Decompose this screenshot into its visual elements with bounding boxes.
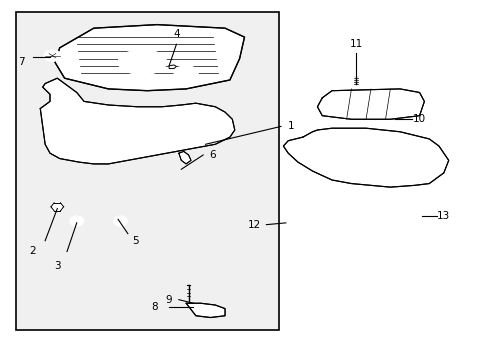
Text: 11: 11 [349,39,362,49]
Bar [16,12,278,330]
Text: 13: 13 [436,211,449,221]
Ellipse shape [114,216,127,226]
Polygon shape [40,78,234,164]
Ellipse shape [353,73,358,76]
Text: 9: 9 [165,295,172,305]
Text: 2: 2 [30,247,36,256]
Ellipse shape [44,50,61,62]
Text: 12: 12 [247,220,260,230]
Ellipse shape [51,202,63,211]
Polygon shape [283,128,448,187]
Text: 4: 4 [173,28,180,39]
Ellipse shape [174,66,198,80]
Ellipse shape [116,218,124,224]
Text: 6: 6 [209,150,216,160]
Text: 1: 1 [287,121,293,131]
Polygon shape [169,65,176,68]
Polygon shape [317,89,424,119]
Ellipse shape [72,218,81,224]
Text: 3: 3 [54,261,61,271]
Ellipse shape [351,73,360,76]
Polygon shape [55,24,244,91]
Polygon shape [186,303,224,318]
Text: 7: 7 [19,57,25,67]
Text: 8: 8 [151,302,158,312]
Text: 10: 10 [412,114,425,124]
Polygon shape [179,152,191,164]
Text: 5: 5 [132,236,138,246]
Ellipse shape [118,50,166,75]
Ellipse shape [70,216,83,226]
